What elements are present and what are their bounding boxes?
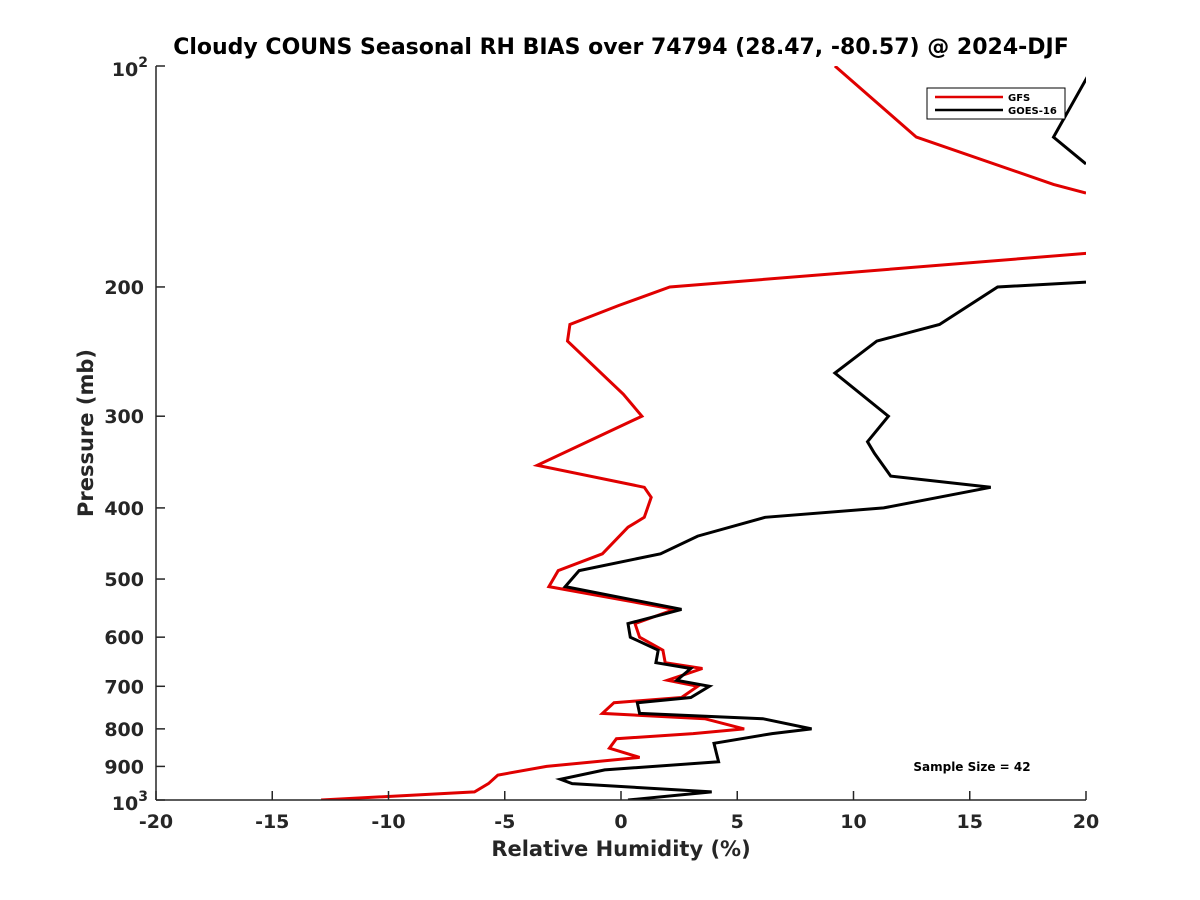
series-line-gfs-0 bbox=[321, 251, 1086, 800]
legend-label-gfs: GFS bbox=[1008, 93, 1030, 104]
y-ticks: 200 300 400 500 600 700 800 900 102 103 bbox=[104, 55, 165, 815]
sample-size-annotation: Sample Size = 42 bbox=[913, 760, 1030, 774]
x-ticks: -20 -15 -10 -5 0 5 10 15 20 bbox=[139, 791, 1099, 833]
x-tick-label: -5 bbox=[494, 811, 515, 833]
y-tick-label: 800 bbox=[104, 719, 144, 741]
x-tick-label: 5 bbox=[731, 811, 744, 833]
y-tick-label-exp: 102 bbox=[112, 55, 148, 81]
y-tick-label: 400 bbox=[104, 498, 144, 520]
x-axis-label: Relative Humidity (%) bbox=[491, 837, 750, 861]
x-tick-label: -20 bbox=[139, 811, 173, 833]
y-tick-label: 300 bbox=[104, 406, 144, 428]
y-tick-label: 500 bbox=[104, 569, 144, 591]
legend: GFS GOES-16 bbox=[926, 87, 1066, 120]
x-tick-label: -15 bbox=[255, 811, 289, 833]
y-tick-label: 700 bbox=[104, 676, 144, 698]
y-tick-label: 600 bbox=[104, 627, 144, 649]
series-layer bbox=[321, 66, 1086, 800]
chart-title: Cloudy COUNS Seasonal RH BIAS over 74794… bbox=[173, 35, 1069, 60]
x-tick-label: 0 bbox=[614, 811, 627, 833]
legend-label-goes: GOES-16 bbox=[1008, 106, 1057, 117]
series-line-goes-16-1 bbox=[555, 280, 1086, 800]
x-tick-label: -10 bbox=[371, 811, 405, 833]
y-axis-label: Pressure (mb) bbox=[74, 349, 98, 517]
y-tick-label-exp: 103 bbox=[112, 789, 148, 815]
x-tick-label: 20 bbox=[1073, 811, 1099, 833]
legend-box bbox=[926, 87, 1066, 120]
x-tick-label: 15 bbox=[957, 811, 983, 833]
series-line-goes-16-upper-3 bbox=[1051, 76, 1086, 166]
y-tick-label: 900 bbox=[104, 756, 144, 778]
y-tick-label: 200 bbox=[104, 277, 144, 299]
series-line-gfs-upper-2 bbox=[833, 66, 1086, 195]
x-tick-label: 10 bbox=[840, 811, 866, 833]
